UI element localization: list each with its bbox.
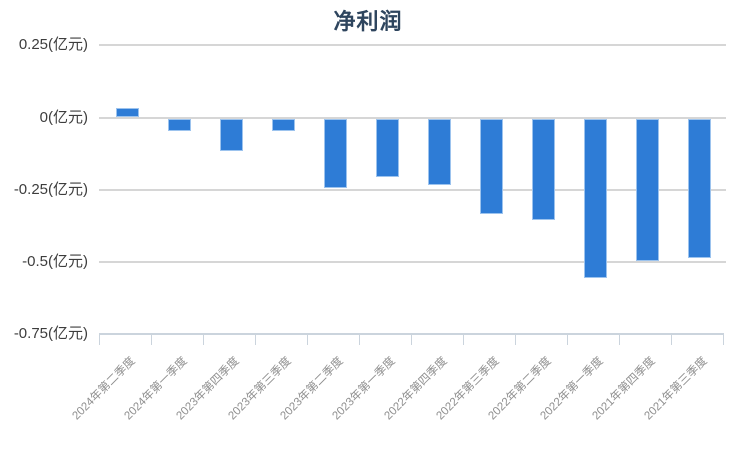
y-axis-tick-label: 0.25(亿元) bbox=[18, 36, 88, 54]
y-axis-tick-label: -0.25(亿元) bbox=[13, 180, 88, 198]
chart-title: 净利润 bbox=[333, 9, 403, 34]
y-gridline bbox=[99, 116, 726, 119]
bar-2022年第一季度[interactable] bbox=[583, 118, 607, 278]
bar-2022年第二季度[interactable] bbox=[531, 118, 555, 220]
x-axis-tick bbox=[203, 333, 204, 345]
x-axis-tick bbox=[567, 333, 568, 345]
y-gridline bbox=[99, 44, 726, 47]
bar-2024年第一季度[interactable] bbox=[167, 118, 191, 131]
y-axis-tick-label: -0.75(亿元) bbox=[13, 325, 88, 343]
y-gridline bbox=[99, 261, 726, 263]
bar-2021年第三季度[interactable] bbox=[687, 118, 711, 258]
x-axis-tick bbox=[99, 333, 100, 345]
bar-2021年第四季度[interactable] bbox=[635, 118, 659, 261]
x-axis-tick bbox=[515, 333, 516, 345]
bar-2023年第四季度[interactable] bbox=[219, 118, 243, 151]
bar-2023年第一季度[interactable] bbox=[375, 118, 399, 177]
bar-2022年第三季度[interactable] bbox=[479, 118, 503, 214]
x-axis-tick bbox=[463, 333, 464, 345]
bar-2024年第二季度[interactable] bbox=[115, 107, 139, 117]
x-axis-tick bbox=[411, 333, 412, 345]
x-axis-tick bbox=[619, 333, 620, 345]
bar-2023年第三季度[interactable] bbox=[271, 118, 295, 131]
bar-2022年第四季度[interactable] bbox=[427, 118, 451, 185]
y-gridline bbox=[99, 188, 726, 191]
net-profit-bar-chart: 净利润 0.25(亿元) 0(亿元) -0.25(亿元) -0.5(亿元) -0.75(… bbox=[13, 9, 726, 423]
x-axis-tick bbox=[255, 333, 256, 345]
x-axis-tick bbox=[723, 333, 724, 345]
x-axis-tick bbox=[307, 333, 308, 345]
x-axis-tick bbox=[671, 333, 672, 345]
x-axis-tick bbox=[359, 333, 360, 345]
x-axis-tick bbox=[151, 333, 152, 345]
y-axis-tick-label: 0(亿元) bbox=[39, 108, 88, 126]
y-axis-tick-label: -0.5(亿元) bbox=[22, 253, 88, 270]
bar-2023年第二季度[interactable] bbox=[323, 118, 347, 188]
